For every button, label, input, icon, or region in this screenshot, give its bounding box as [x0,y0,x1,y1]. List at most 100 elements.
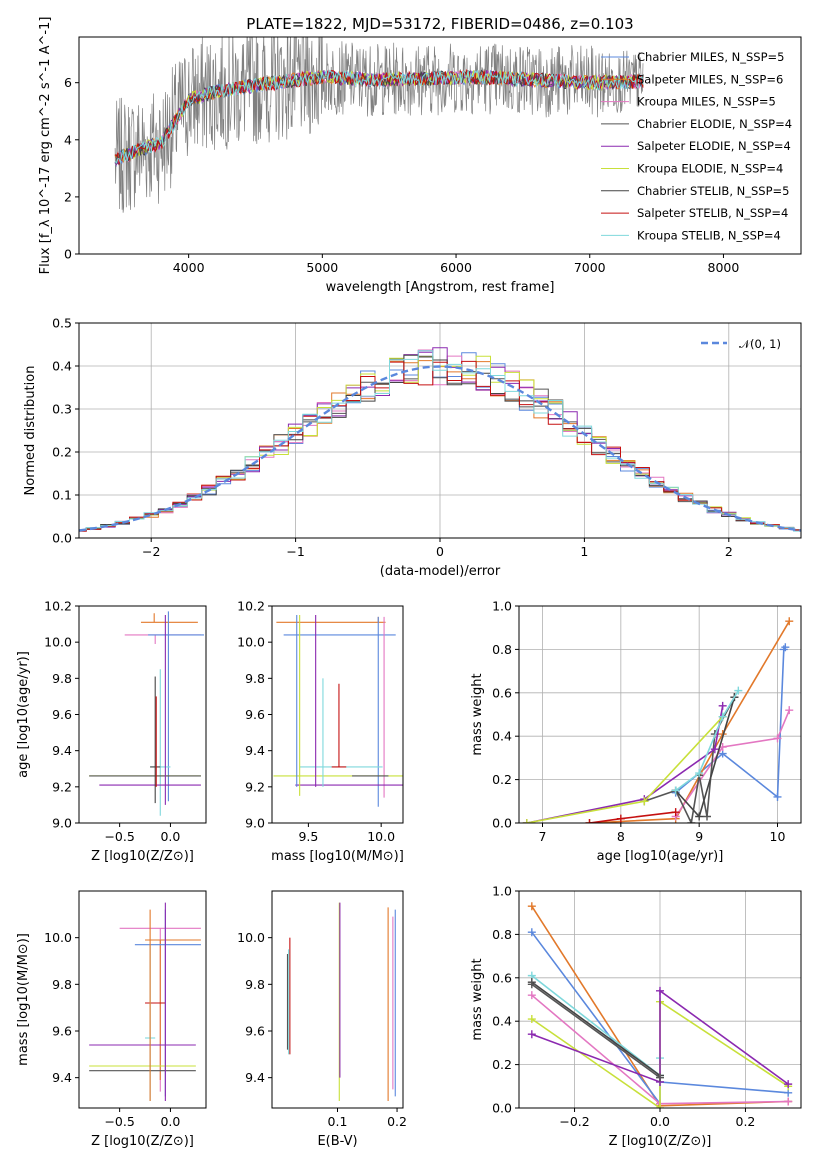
legend-label: Chabrier ELODIE, N_SSP=4 [637,117,792,131]
mass-weight-marker [784,1097,793,1106]
mass-weight-marker [527,1030,536,1039]
mass-weight-marker [785,617,794,626]
weight-vs-age-panel: 7 8 9 10 0.0 0.2 0.4 0.6 0.8 1.0 age [log10(age/yr… [470,599,802,864]
axes-frame [78,890,207,1109]
x-tick-label: 4000 [173,260,205,275]
error-bar-point [145,939,201,1080]
plot-area [273,615,403,807]
y-tick-label: 9.8 [245,671,265,686]
y-tick-label: 0.2 [492,1057,512,1072]
plot-area [79,347,801,532]
x-tick-label: −1 [286,544,304,559]
mass-weight-marker [773,734,782,743]
y-axis-label: age [log10(age/yr)] [16,651,31,778]
y-tick-label: 9.8 [245,977,265,992]
mass-weight-marker [687,819,696,823]
x-tick-label: 10.0 [367,829,395,844]
plot-area [522,617,794,823]
x-axis-label: (data-model)/error [380,564,501,579]
y-axis-label: mass weight [470,958,485,1040]
y-tick-label: 10.0 [237,635,265,650]
mass-weight-marker [781,643,790,652]
error-bar-point [331,683,347,768]
y-tick-label: 9.8 [52,977,72,992]
y-tick-label: 9.6 [52,707,72,722]
x-axis-label: Z [log10(Z/Z⊙)] [91,1134,194,1149]
y-tick-label: 0.0 [492,816,512,831]
y-tick-label: 9.2 [245,779,265,794]
y-tick-label: 1.0 [492,599,512,614]
y-tick-label: 9.4 [245,743,265,758]
x-tick-label: 6000 [440,260,472,275]
x-tick-label: 2 [725,544,733,559]
mass-weight-marker [695,769,704,778]
y-axis-label: Flux [f_λ 10^-17 erg cm^-2 s^-1 A^-1] [38,17,53,275]
legend-label: Kroupa ELODIE, N_SSP=4 [637,162,783,176]
mass-weight-line [531,983,661,1079]
y-tick-label: 0.0 [492,1101,512,1116]
mass-weight-marker [527,980,536,989]
y-tick-label: 10.0 [44,930,72,945]
y-tick-label: 0.6 [492,970,512,985]
x-tick-label: −0.2 [559,1114,589,1129]
legend-label: Chabrier MILES, N_SSP=5 [637,50,784,64]
normal-pdf-line [79,365,801,532]
y-tick-label: 4 [64,132,72,147]
x-axis-label: E(B-V) [317,1134,357,1149]
error-bar-point [134,909,201,1097]
y-tick-label: 10.2 [44,599,72,614]
mass-weight-marker [773,792,782,801]
mass-weight-marker [695,812,704,821]
mass-weight-marker [522,819,531,823]
error-bar-point [140,613,198,623]
mass-weight-marker [656,1073,664,1082]
y-tick-label: 0.4 [52,359,72,374]
x-tick-label: 10 [770,829,786,844]
x-axis-label: Z [log10(Z/Z⊙)] [609,1134,712,1149]
mass-weight-line [675,709,791,817]
y-tick-label: 9.4 [245,1070,265,1085]
axes-frame [78,322,802,539]
age-vs-mass-panel: 9.5 10.0 9.0 9.2 9.4 9.6 9.8 10.0 10.2 mass [log1… [237,599,404,865]
y-tick-label: 0.2 [52,445,72,460]
axes-frame [271,605,404,824]
y-tick-label: 9.0 [52,816,72,831]
y-tick-label: 0 [64,247,72,262]
y-tick-label: 0.8 [492,927,512,942]
x-axis-label: wavelength [Angstrom, rest frame] [326,280,555,295]
mass-vs-metallicity-panel: −0.5 0.0 9.4 9.6 9.8 10.0 Z [log10(Z/Z⊙)] mass … [16,890,207,1149]
y-tick-label: 0.6 [492,685,512,700]
y-tick-label: 0.2 [492,772,512,787]
y-tick-label: 9.6 [245,1024,265,1039]
spectrum-panel: 4000 5000 6000 7000 8000 0 2 4 6 wavelength [Angs… [38,17,802,295]
error-bar-point [276,616,386,623]
mass-weight-marker [527,928,536,937]
error-bar-point [150,669,171,816]
legend-label: Kroupa STELIB, N_SSP=4 [637,228,781,242]
legend-label: Kroupa MILES, N_SSP=5 [637,95,776,109]
mass-weight-marker [718,712,727,721]
mass-weight-marker [527,991,536,1000]
mass-weight-line [589,620,790,823]
y-tick-label: 2 [64,189,72,204]
error-bar-point [124,634,201,644]
mass-vs-ebv-panel: 0.1 0.2 9.4 9.6 9.8 10.0 E(B-V) [237,890,407,1149]
mass-weight-marker [734,686,743,695]
x-tick-label: 1 [580,544,588,559]
y-tick-label: 0.3 [52,402,72,417]
mass-weight-marker [718,701,727,710]
x-tick-label: 0.0 [160,829,180,844]
residual-histogram [79,350,801,532]
axes-frame [78,605,207,824]
x-tick-label: 7000 [574,260,606,275]
y-tick-label: 9.4 [52,1070,72,1085]
observed-spectrum-line [114,37,644,213]
axes-frame [271,890,404,1109]
y-tick-label: 9.0 [245,816,265,831]
x-tick-label: 0.2 [387,1114,407,1129]
y-tick-label: 6 [64,75,72,90]
mass-weight-marker [671,786,680,795]
residual-histogram [79,360,801,532]
y-axis-label: mass weight [470,673,485,755]
